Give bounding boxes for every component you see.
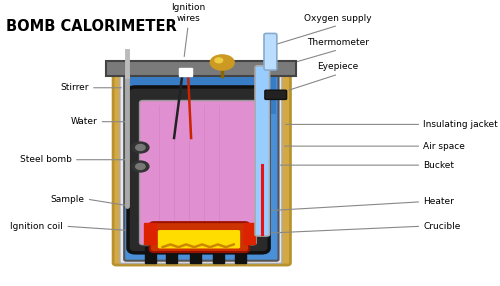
Text: Ignition
wires: Ignition wires [171, 3, 205, 23]
Bar [144, 223, 156, 245]
Bar [166, 247, 177, 263]
Text: Bucket: Bucket [424, 161, 454, 170]
Circle shape [136, 164, 145, 170]
FancyBboxPatch shape [128, 87, 269, 253]
FancyBboxPatch shape [158, 230, 240, 249]
Circle shape [215, 58, 222, 63]
FancyBboxPatch shape [255, 66, 270, 236]
Bar [106, 61, 296, 76]
Circle shape [210, 55, 234, 70]
Text: Stirrer: Stirrer [60, 83, 89, 92]
FancyBboxPatch shape [124, 76, 278, 261]
Text: Air space: Air space [424, 142, 466, 151]
Circle shape [132, 142, 149, 153]
Text: Sample: Sample [50, 194, 84, 204]
Bar [126, 77, 276, 114]
Text: Ignition coil: Ignition coil [10, 222, 63, 231]
FancyBboxPatch shape [150, 222, 249, 252]
FancyBboxPatch shape [120, 75, 282, 263]
Text: Insulating jacket: Insulating jacket [424, 120, 498, 129]
Bar [244, 223, 256, 245]
Text: Eyepiece: Eyepiece [318, 62, 359, 72]
Text: Steel bomb: Steel bomb [20, 155, 72, 164]
Text: Water: Water [70, 117, 98, 126]
Text: BOMB CALORIMETER: BOMB CALORIMETER [6, 19, 176, 33]
FancyBboxPatch shape [113, 65, 290, 265]
Bar [234, 247, 246, 263]
Circle shape [132, 161, 149, 172]
Circle shape [136, 144, 145, 150]
FancyBboxPatch shape [264, 33, 277, 70]
Text: Heater: Heater [424, 197, 454, 206]
Text: Crucible: Crucible [424, 222, 461, 231]
FancyBboxPatch shape [140, 100, 256, 245]
Bar [214, 247, 224, 263]
FancyBboxPatch shape [265, 90, 286, 100]
Bar [145, 247, 156, 263]
Text: Thermometer: Thermometer [307, 38, 369, 47]
Bar [190, 247, 201, 263]
Bar [178, 68, 192, 76]
Text: Oxygen supply: Oxygen supply [304, 13, 372, 23]
